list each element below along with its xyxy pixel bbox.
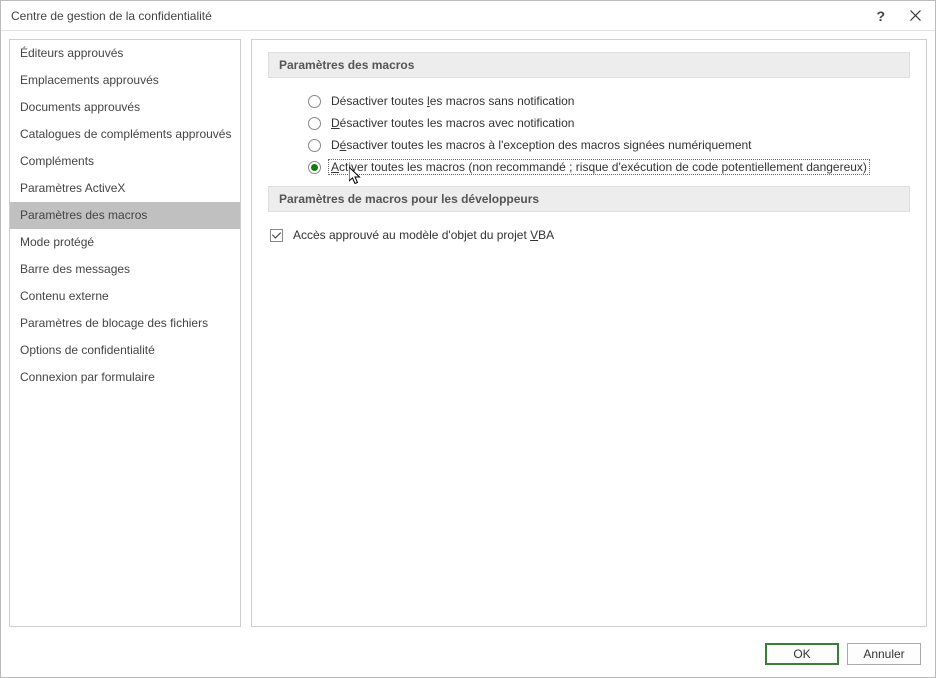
- sidebar-item[interactable]: Compléments: [10, 148, 240, 175]
- radio-label: Désactiver toutes les macros avec notifi…: [331, 116, 574, 130]
- developer-checkbox-group: Accès approuvé au modèle d'objet du proj…: [268, 220, 910, 254]
- sidebar-item[interactable]: Éditeurs approuvés: [10, 40, 240, 67]
- sidebar-item[interactable]: Paramètres des macros: [10, 202, 240, 229]
- macro-radio-option[interactable]: Désactiver toutes les macros sans notifi…: [308, 90, 910, 112]
- macro-radio-option[interactable]: Désactiver toutes les macros à l'excepti…: [308, 134, 910, 156]
- section-header-macros: Paramètres des macros: [268, 52, 910, 78]
- dialog-title: Centre de gestion de la confidentialité: [11, 9, 872, 23]
- sidebar-item[interactable]: Emplacements approuvés: [10, 67, 240, 94]
- vba-access-checkbox[interactable]: Accès approuvé au modèle d'objet du proj…: [270, 224, 910, 246]
- checkbox-box: [270, 229, 283, 242]
- radio-indicator: [308, 95, 321, 108]
- close-icon[interactable]: [903, 4, 927, 28]
- sidebar-item[interactable]: Options de confidentialité: [10, 337, 240, 364]
- macro-radio-option[interactable]: Activer toutes les macros (non recommand…: [308, 156, 910, 178]
- macro-radio-option[interactable]: Désactiver toutes les macros avec notifi…: [308, 112, 910, 134]
- sidebar-item[interactable]: Mode protégé: [10, 229, 240, 256]
- sidebar-nav: Éditeurs approuvésEmplacements approuvés…: [9, 39, 241, 627]
- dialog-content: Éditeurs approuvésEmplacements approuvés…: [1, 31, 935, 635]
- radio-indicator: [308, 139, 321, 152]
- sidebar-item[interactable]: Catalogues de compléments approuvés: [10, 121, 240, 148]
- radio-indicator: [308, 117, 321, 130]
- radio-label: Désactiver toutes les macros à l'excepti…: [331, 138, 752, 152]
- radio-indicator: [308, 161, 321, 174]
- sidebar-item[interactable]: Paramètres ActiveX: [10, 175, 240, 202]
- button-bar: OK Annuler: [1, 635, 935, 677]
- trust-center-dialog: Centre de gestion de la confidentialité …: [0, 0, 936, 678]
- sidebar-item[interactable]: Barre des messages: [10, 256, 240, 283]
- ok-button[interactable]: OK: [765, 643, 839, 665]
- radio-label: Désactiver toutes les macros sans notifi…: [331, 94, 574, 108]
- main-panel: Paramètres des macros Désactiver toutes …: [251, 39, 927, 627]
- sidebar-item[interactable]: Paramètres de blocage des fichiers: [10, 310, 240, 337]
- titlebar: Centre de gestion de la confidentialité …: [1, 1, 935, 31]
- section-header-developer: Paramètres de macros pour les développeu…: [268, 186, 910, 212]
- checkbox-label: Accès approuvé au modèle d'objet du proj…: [293, 228, 554, 242]
- sidebar-item[interactable]: Connexion par formulaire: [10, 364, 240, 391]
- sidebar-item[interactable]: Documents approuvés: [10, 94, 240, 121]
- titlebar-controls: ?: [872, 4, 927, 28]
- macro-radio-group: Désactiver toutes les macros sans notifi…: [268, 86, 910, 186]
- radio-label: Activer toutes les macros (non recommand…: [328, 159, 870, 175]
- cancel-button[interactable]: Annuler: [847, 643, 921, 665]
- help-icon[interactable]: ?: [872, 8, 889, 24]
- sidebar-item[interactable]: Contenu externe: [10, 283, 240, 310]
